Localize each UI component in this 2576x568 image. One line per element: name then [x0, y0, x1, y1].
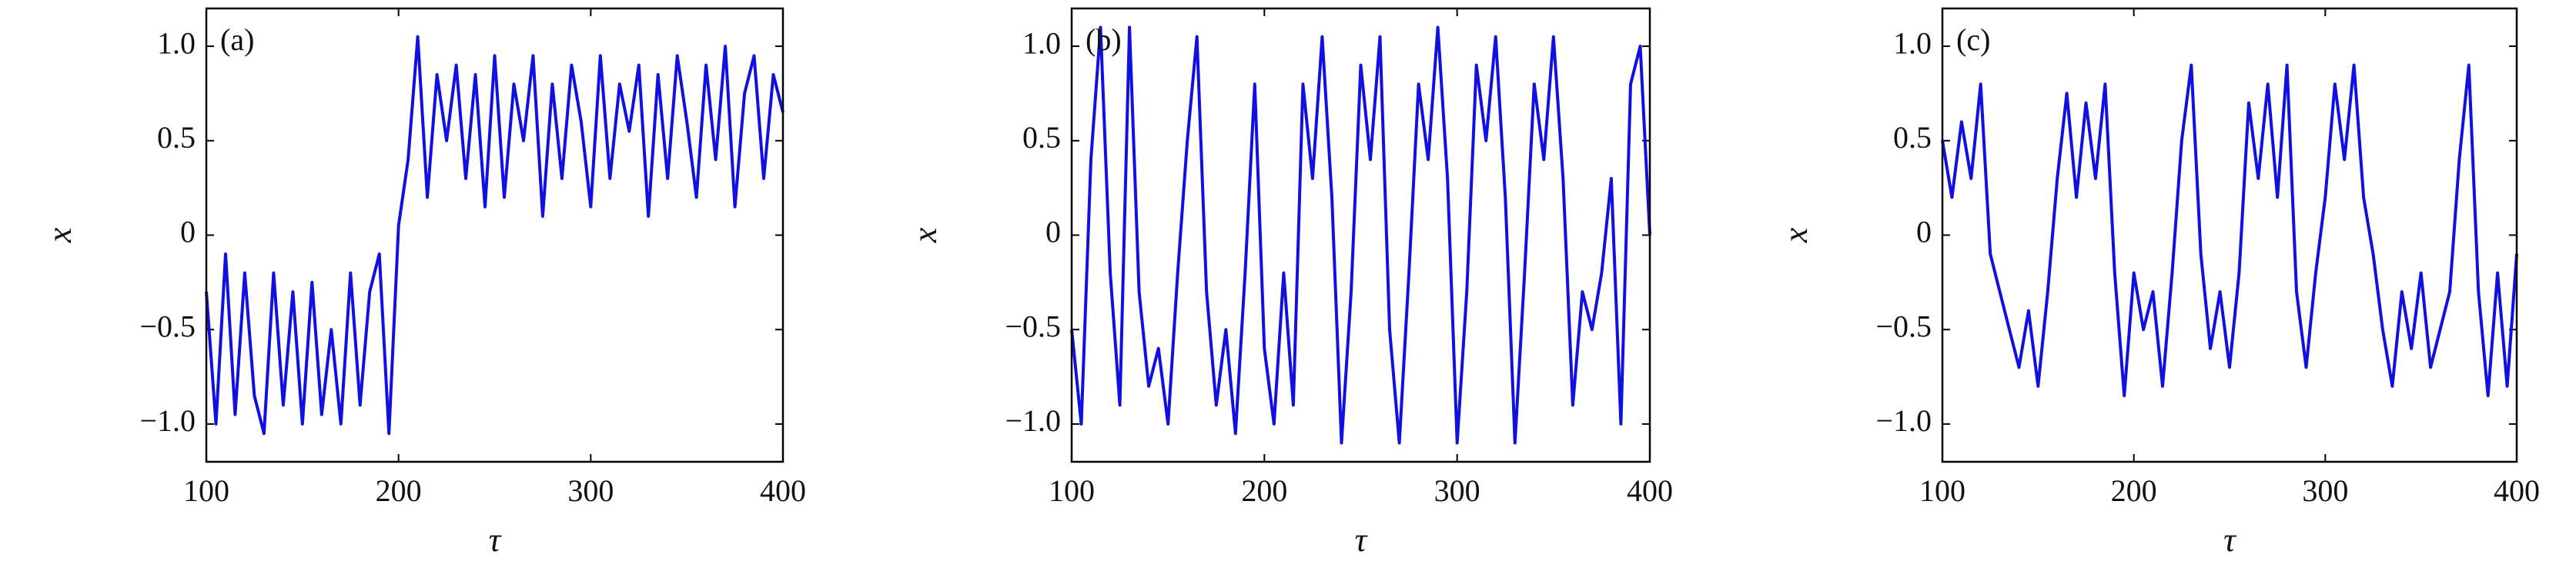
panel-label: (b)	[1086, 22, 1122, 57]
data-line	[1070, 25, 1651, 445]
y-tick-label: −1.0	[139, 403, 196, 438]
x-tick-label: 100	[1919, 473, 1965, 508]
y-tick-label: −0.5	[1875, 309, 1932, 343]
x-axis-label: τ	[2223, 521, 2237, 559]
x-tick-label: 300	[567, 473, 614, 508]
x-tick-label: 100	[183, 473, 229, 508]
y-axis-label: x	[41, 227, 79, 243]
x-tick-label: 400	[1627, 473, 1673, 508]
plot-frame	[1941, 7, 2518, 463]
x-tick-label: 200	[376, 473, 422, 508]
y-tick-label: 0.5	[1893, 120, 1932, 155]
panel-label: (c)	[1956, 22, 1990, 57]
x-tick-label: 200	[2111, 473, 2157, 508]
panel-label: (a)	[220, 22, 254, 57]
y-tick-label: −0.5	[139, 309, 196, 343]
plot-frame	[1070, 7, 1651, 463]
x-axis-label: τ	[1355, 521, 1369, 559]
x-tick-label: 300	[1434, 473, 1480, 508]
y-axis-label: x	[906, 227, 944, 243]
y-tick-label: 0.5	[157, 120, 196, 155]
data-line	[1941, 63, 2518, 398]
x-axis-label: τ	[489, 521, 503, 559]
y-tick-label: 0.5	[1022, 120, 1061, 155]
y-tick-label: 1.0	[157, 25, 196, 60]
y-tick-label: 0	[1045, 215, 1061, 249]
data-line	[205, 35, 785, 436]
x-tick-label: 400	[760, 473, 806, 508]
y-tick-label: 1.0	[1022, 25, 1061, 60]
plot-frame	[205, 7, 785, 463]
y-tick-label: 0	[180, 215, 196, 249]
x-tick-label: 100	[1049, 473, 1095, 508]
x-tick-label: 300	[2302, 473, 2348, 508]
y-tick-label: 1.0	[1893, 25, 1932, 60]
x-tick-label: 200	[1241, 473, 1287, 508]
y-tick-label: 0	[1916, 215, 1932, 249]
y-axis-label: x	[1777, 227, 1815, 243]
y-tick-label: −1.0	[1875, 403, 1932, 438]
x-tick-label: 400	[2494, 473, 2540, 508]
y-tick-label: −1.0	[1005, 403, 1061, 438]
y-tick-label: −0.5	[1005, 309, 1061, 343]
